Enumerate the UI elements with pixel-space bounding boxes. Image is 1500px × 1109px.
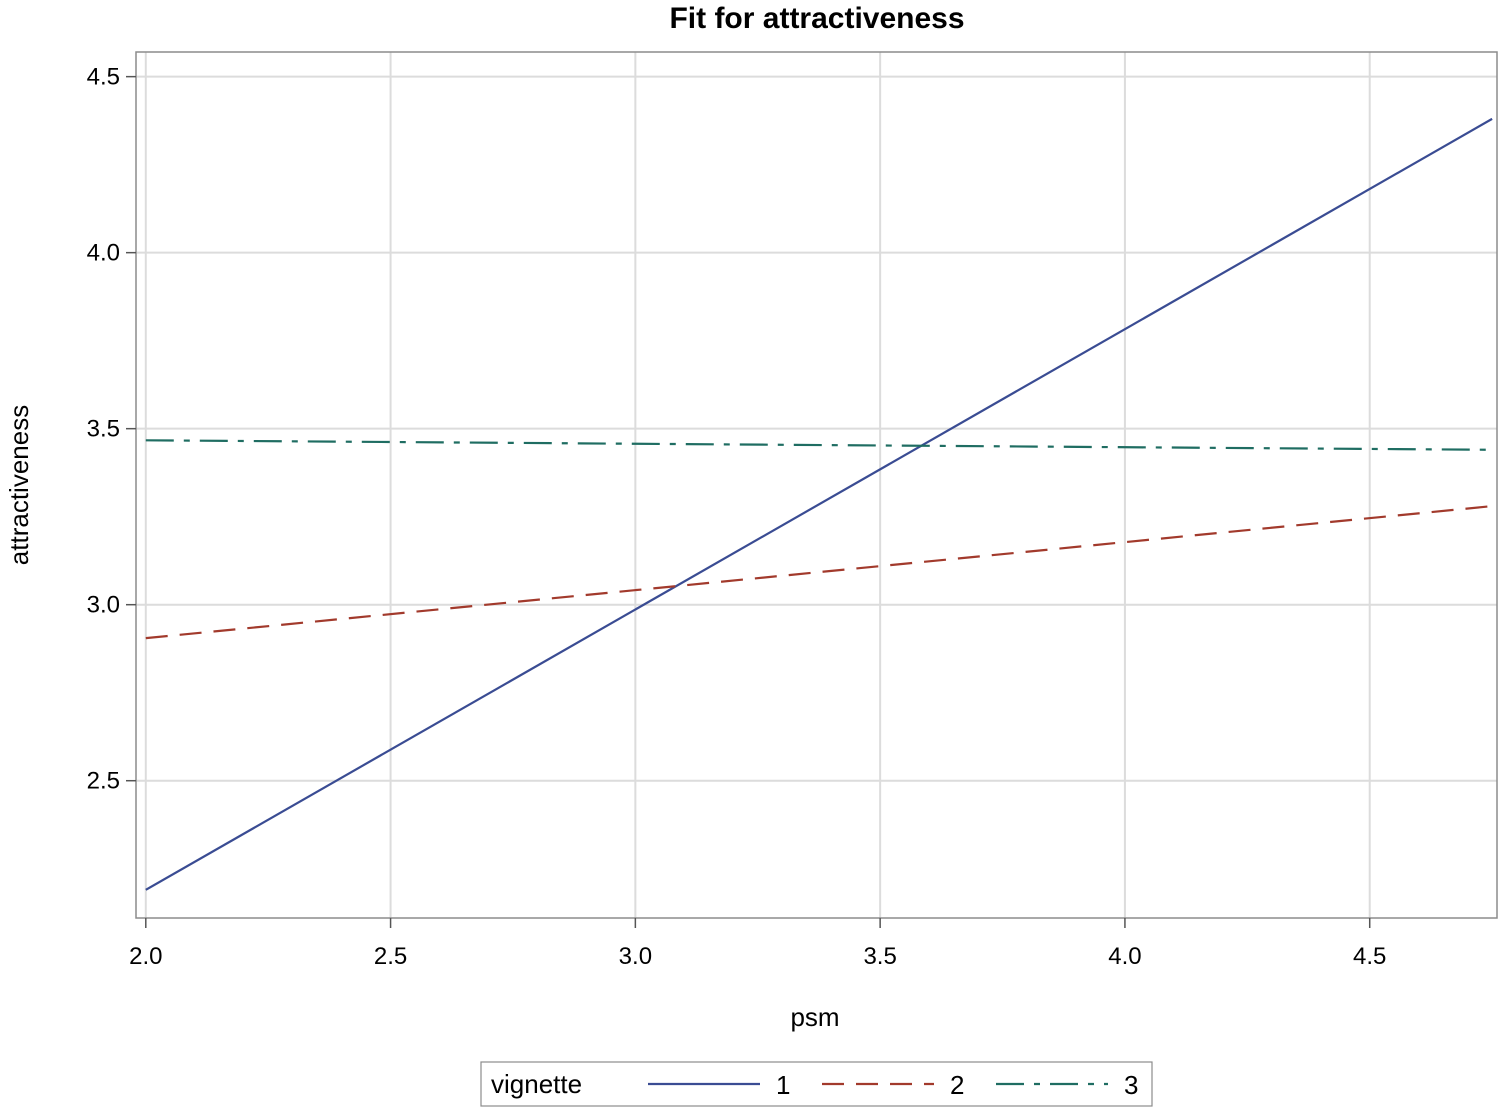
- x-tick-label: 4.0: [1108, 943, 1141, 970]
- chart-title: Fit for attractiveness: [669, 2, 964, 35]
- x-tick-label: 2.5: [374, 943, 407, 970]
- legend: vignette 1 2 3: [480, 1061, 1153, 1107]
- x-tick-label: 4.5: [1353, 943, 1386, 970]
- series-line-1: [145, 117, 1493, 891]
- series-group: [145, 117, 1493, 891]
- grid: [136, 52, 1497, 918]
- y-tick-label: 3.5: [87, 416, 120, 443]
- y-tick-label: 2.5: [87, 768, 120, 795]
- legend-label-1: 1: [776, 1070, 790, 1100]
- series-line-3: [145, 439, 1493, 451]
- legend-label-3: 3: [1124, 1070, 1138, 1100]
- x-tick-label: 3.0: [619, 943, 652, 970]
- legend-frame: [480, 1061, 1153, 1107]
- y-axis-label: attractiveness: [4, 405, 34, 565]
- y-tick-label: 4.0: [87, 240, 120, 267]
- y-tick-label: 3.0: [87, 592, 120, 619]
- legend-title: vignette: [491, 1069, 582, 1099]
- x-tick-label: 3.5: [863, 943, 896, 970]
- x-ticks: 2.0 2.5 3.0 3.5 4.0 4.5: [129, 918, 1386, 970]
- x-tick-label: 2.0: [129, 943, 162, 970]
- x-axis-label: psm: [790, 1002, 839, 1032]
- y-tick-label: 4.5: [87, 64, 120, 91]
- y-ticks: 2.5 3.0 3.5 4.0 4.5: [87, 64, 136, 795]
- series-line-2: [145, 505, 1493, 640]
- plot-frame: [135, 51, 1498, 919]
- legend-label-2: 2: [950, 1070, 964, 1100]
